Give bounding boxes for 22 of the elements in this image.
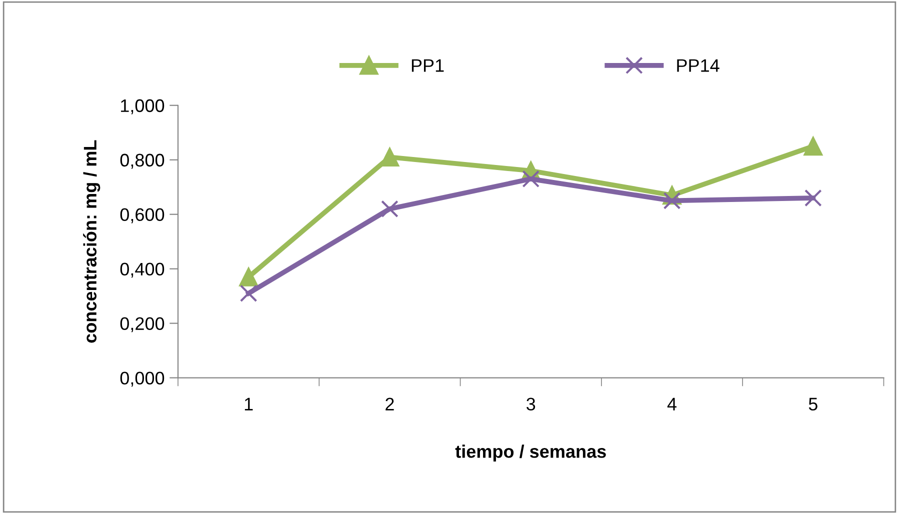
x-tick-label: 1 [244, 398, 253, 410]
point [663, 192, 681, 210]
x-tick-label: 3 [526, 398, 536, 410]
y-tick-label: 0,400 [120, 262, 164, 278]
x-tick-label: 2 [386, 398, 394, 410]
point [804, 136, 823, 156]
y-tick-label: 0,800 [120, 154, 164, 169]
y-tick-label: 0,600 [120, 208, 164, 224]
x-tick-label: 5 [808, 398, 818, 410]
y-tick-label: 1,000 [121, 99, 164, 114]
x-tick-label: 4 [667, 398, 676, 410]
point [240, 284, 258, 302]
point [522, 170, 540, 188]
x-axis-title: tiempo / semanas [455, 444, 606, 462]
legend-label: PP14 [677, 59, 720, 72]
y-tick-label: 0,200 [120, 317, 164, 332]
point [239, 268, 258, 286]
point [804, 189, 822, 207]
point [381, 200, 398, 218]
y-tick-label: 0,000 [120, 372, 164, 387]
y-axis-title: concentración: mg / mL [83, 140, 100, 343]
legend-label: PP1 [412, 59, 444, 72]
